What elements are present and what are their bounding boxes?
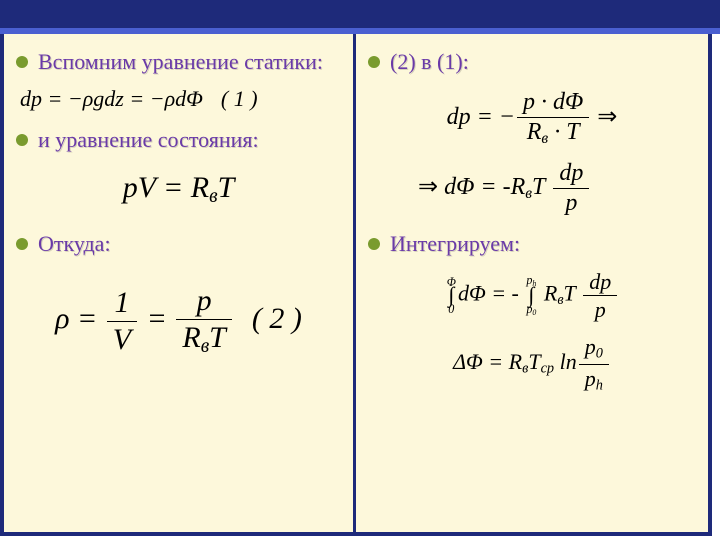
- eq7-f-den: ph: [579, 365, 609, 394]
- right-column: (2) в (1): dp = −p · dΦRв · T ⇒ ⇒ dΦ = -…: [356, 34, 708, 532]
- eq5-arrow: ⇒: [418, 174, 444, 200]
- left-column: Вспомним уравнение статики: dp = −ρgdz =…: [4, 34, 356, 532]
- bullet-text-r2: Интегрируем:: [390, 230, 520, 258]
- eq3-eq1: =: [70, 302, 105, 335]
- eq6-minus: -: [512, 280, 525, 305]
- eq6-i2l-s: 0: [532, 308, 536, 317]
- eq1-lhs: dp: [20, 86, 42, 111]
- eq6-f-den: p: [583, 296, 617, 321]
- eq3-eq2: =: [139, 302, 174, 335]
- eq6-f-num: dp: [583, 270, 617, 296]
- eq6-int2: ph∫p0: [526, 274, 536, 317]
- bullet-icon: [368, 56, 380, 68]
- eq4-den-dot: ·: [548, 119, 566, 145]
- eq4-frac: p · dΦRв · T: [517, 90, 589, 147]
- equation-1: dp = −ρgdz = −ρdΦ( 1 ): [16, 86, 341, 112]
- eq1-rhs2: ρdΦ: [165, 86, 203, 111]
- equation-5: ⇒ dΦ = -RвT dpp: [418, 161, 696, 216]
- eq4-den-T: T: [566, 119, 579, 145]
- eq4-arrow: ⇒: [597, 104, 617, 130]
- eq2-eq: =: [156, 171, 191, 204]
- eq1-eq2: =: [124, 86, 150, 111]
- bullet-icon: [16, 134, 28, 146]
- eq7-Delta: ΔΦ: [453, 349, 483, 374]
- eq3-f2-den: RвT: [176, 320, 231, 357]
- bullet-row: Вспомним уравнение статики:: [16, 48, 341, 76]
- bullet-row: Интегрируем:: [368, 230, 696, 258]
- eq7-frac: p0ph: [579, 335, 609, 393]
- eq5-dPhi: dΦ: [444, 174, 474, 200]
- eq6-int2-lower: p0: [526, 303, 536, 317]
- bullet-text-2: и уравнение состояния:: [38, 126, 259, 154]
- eq5-R: R: [511, 174, 526, 200]
- bullet-icon: [368, 238, 380, 250]
- eq6-eq: =: [486, 280, 512, 305]
- eq3-f2-R: R: [182, 321, 200, 354]
- eq2-R: R: [191, 171, 209, 204]
- eq7-Tsub: ср: [541, 361, 555, 377]
- eq2-sub: в: [209, 186, 217, 207]
- eq3-frac1: 1V: [107, 287, 137, 355]
- eq7-eq: =: [483, 349, 509, 374]
- equation-4: dp = −p · dΦRв · T ⇒: [368, 90, 696, 147]
- eq3-rho: ρ: [55, 302, 69, 335]
- eq7-fn-p: p: [585, 334, 596, 359]
- eq5-f-num: dp: [553, 161, 589, 189]
- equation-3: ρ = 1V = pRвT ( 2 ): [16, 285, 341, 357]
- eq5-eq: =: [474, 174, 502, 200]
- eq6-int1: Φ∫0: [447, 276, 456, 315]
- eq7-ln: ln: [554, 349, 577, 374]
- bullet-row: и уравнение состояния:: [16, 126, 341, 154]
- eq3-frac2: pRвT: [176, 285, 231, 357]
- eq6-frac: dpp: [583, 270, 617, 321]
- eq1-minus1: −: [68, 86, 83, 111]
- eq4-dp: dp: [447, 104, 471, 130]
- eq6-R: R: [544, 280, 557, 305]
- eq4-den-R: R: [527, 119, 542, 145]
- eq4-minus: −: [499, 104, 515, 130]
- equation-6: Φ∫0 dΦ = - ph∫p0 RвT dpp: [368, 270, 696, 321]
- eq4-num: p · dΦ: [517, 90, 589, 118]
- content-area: Вспомним уравнение статики: dp = −ρgdz =…: [0, 34, 712, 536]
- eq2-T: T: [218, 171, 235, 204]
- eq4-eq: =: [471, 104, 499, 130]
- eq7-T: T: [528, 349, 540, 374]
- eq7-fn-s: 0: [596, 346, 603, 362]
- eq4-den: Rв · T: [517, 118, 589, 147]
- eq6-body1: dΦ: [458, 280, 486, 305]
- equation-7: ΔΦ = RвTср lnp0ph: [368, 335, 696, 393]
- bullet-row: Откуда:: [16, 230, 341, 258]
- eq3-f1-num: 1: [107, 287, 137, 322]
- eq3-f2-num: p: [176, 285, 231, 320]
- bullet-row: (2) в (1):: [368, 48, 696, 76]
- eq6-T: T: [564, 280, 576, 305]
- bullet-text-3: Откуда:: [38, 230, 111, 258]
- eq1-eq: =: [42, 86, 68, 111]
- bullet-icon: [16, 238, 28, 250]
- eq1-minus2: −: [150, 86, 165, 111]
- eq7-R: R: [509, 349, 522, 374]
- eq7-fd-p: p: [585, 366, 596, 391]
- eq5-frac: dpp: [553, 161, 589, 216]
- eq7-fd-s: h: [596, 377, 603, 393]
- bullet-text-r1: (2) в (1):: [390, 48, 469, 76]
- eq3-f1-den: V: [107, 322, 137, 356]
- eq3-f2-T: T: [209, 321, 226, 354]
- eq5-f-den: p: [553, 189, 589, 216]
- bullet-text-1: Вспомним уравнение статики:: [38, 48, 323, 76]
- eq7-f-num: p0: [579, 335, 609, 365]
- eq3-f2-sub: в: [201, 336, 209, 357]
- eq5-minus: -: [503, 174, 511, 200]
- eq1-number: ( 1 ): [221, 86, 258, 111]
- equation-2: pV = RвT: [16, 171, 341, 208]
- eq5-T: T: [532, 174, 545, 200]
- eq1-rhs1: ρgdz: [83, 86, 124, 111]
- bullet-icon: [16, 56, 28, 68]
- eq3-number: ( 2 ): [252, 302, 302, 335]
- title-band: [0, 0, 720, 34]
- eq6-int1-lower: 0: [448, 303, 454, 315]
- eq2-pV: pV: [123, 171, 156, 204]
